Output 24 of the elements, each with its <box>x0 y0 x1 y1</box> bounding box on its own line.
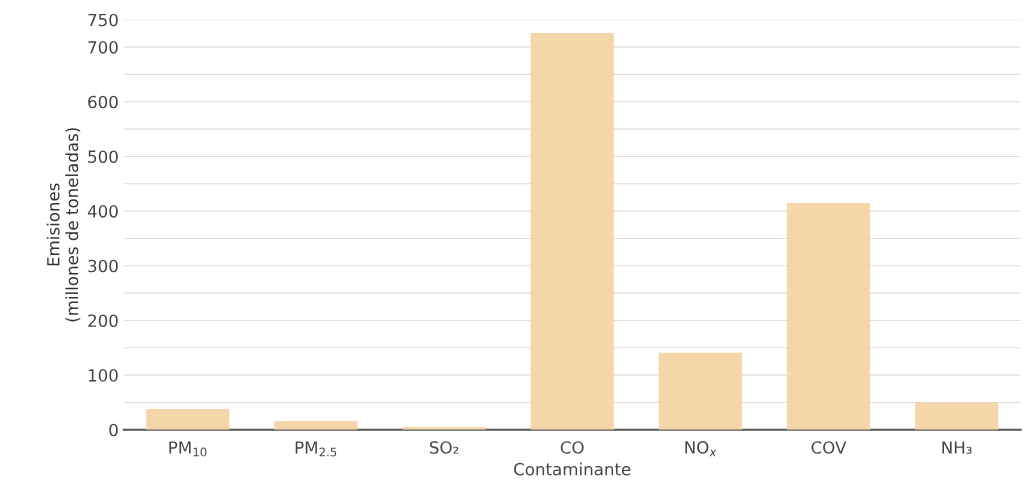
y-tick-label: 600 <box>88 95 118 109</box>
y-tick-label: 700 <box>88 41 118 54</box>
y-tick-label: 750 <box>88 13 118 27</box>
x-tick-label: NO$_{x}$ <box>685 441 717 457</box>
y-tick-label: 300 <box>88 259 118 273</box>
x-tick-label: COV <box>811 441 847 454</box>
y-axis-title: Emisiones (millones de toneladas) <box>46 128 81 322</box>
y-tick-label: 400 <box>87 205 118 218</box>
y-tick-label: 100 <box>88 369 118 382</box>
y-tick-label: 0 <box>109 423 118 437</box>
bar <box>786 202 871 430</box>
y-tick-label: 500 <box>88 150 118 163</box>
x-tick-label: CO <box>560 441 584 454</box>
x-tick-label: NH₃ <box>942 441 972 454</box>
x-tick-label: SO₂ <box>429 441 459 454</box>
bar <box>530 32 614 430</box>
bar <box>658 352 742 430</box>
x-axis-title: Contaminante <box>514 462 631 476</box>
y-tick-label: 200 <box>88 314 118 328</box>
bar <box>914 402 999 430</box>
x-tick-label: PM$_{10}$ <box>169 441 207 457</box>
bar <box>274 421 358 430</box>
bar <box>146 409 230 430</box>
x-tick-label: PM$_{2.5}$ <box>295 441 337 457</box>
